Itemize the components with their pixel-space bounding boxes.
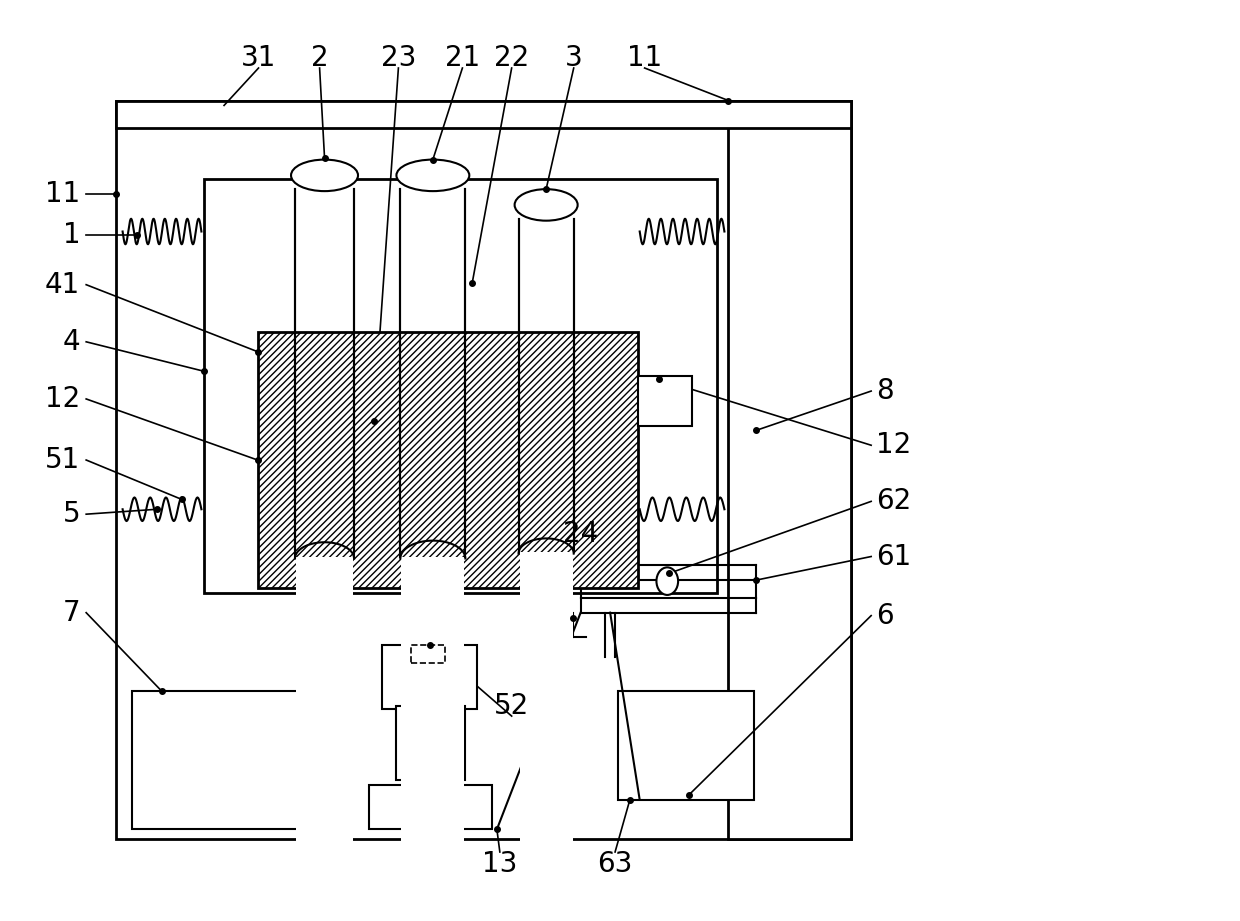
Ellipse shape [397,159,469,192]
Text: 41: 41 [45,271,81,298]
Text: 24: 24 [563,519,598,548]
Text: 61: 61 [877,542,911,570]
Bar [258,332,637,588]
Text: 62: 62 [877,487,911,516]
Bar [368,785,492,829]
Text: 13: 13 [482,850,517,878]
Text: 12: 12 [45,385,81,413]
Text: 22: 22 [494,44,529,72]
Text: 5: 5 [63,500,81,528]
Text: 1: 1 [63,221,81,250]
Bar [402,556,465,921]
Bar [520,552,573,887]
Bar [133,692,310,829]
Text: 12: 12 [877,431,911,460]
Bar [115,100,852,839]
Bar [618,692,754,799]
Text: 2: 2 [311,44,329,72]
Bar [397,706,465,780]
Bar [408,588,448,646]
Text: 23: 23 [381,44,417,72]
Bar [637,377,692,426]
Bar [412,646,445,663]
Text: 4: 4 [63,328,81,356]
Bar [728,100,852,839]
Bar [115,100,852,128]
Ellipse shape [515,189,578,221]
Bar [296,556,353,921]
Text: 51: 51 [45,446,81,474]
Text: 7: 7 [63,599,81,626]
Text: 31: 31 [241,44,277,72]
Text: 21: 21 [445,44,480,72]
Text: 3: 3 [565,44,583,72]
Text: 11: 11 [45,181,81,208]
Ellipse shape [291,159,358,192]
Text: 8: 8 [877,377,894,405]
Ellipse shape [656,567,678,595]
Text: 11: 11 [627,44,662,72]
Text: 6: 6 [877,601,894,630]
Text: 63: 63 [598,850,632,878]
Bar [382,646,477,709]
Bar [205,180,717,593]
Text: 52: 52 [494,693,529,720]
